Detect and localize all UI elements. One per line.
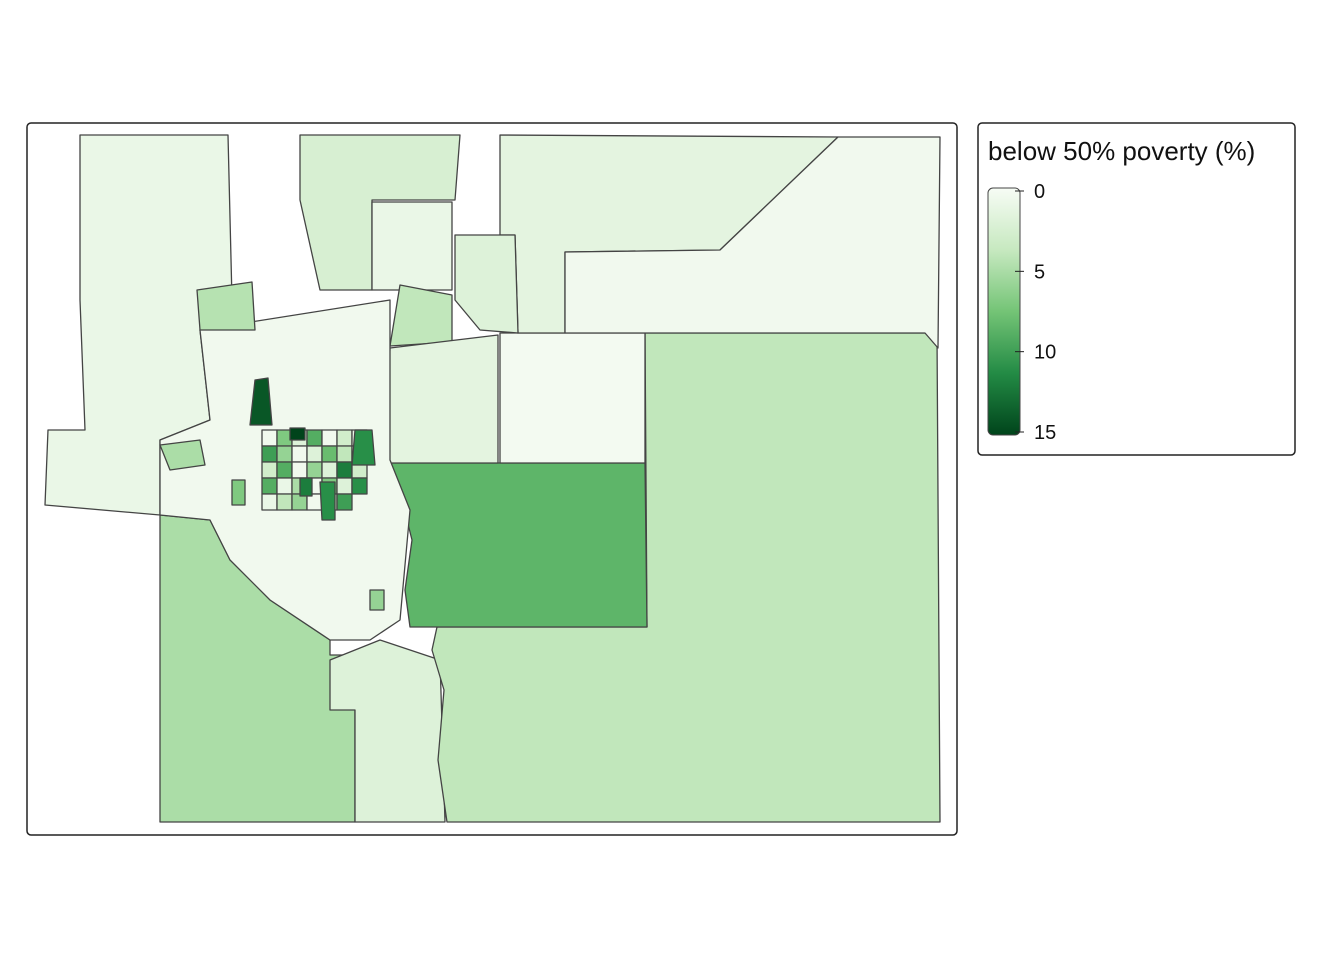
tract — [231, 479, 246, 506]
color-bar — [987, 187, 1021, 436]
tract — [336, 461, 353, 479]
tract — [351, 429, 376, 466]
tract — [261, 477, 278, 495]
tract — [321, 429, 338, 447]
tract — [291, 445, 308, 463]
tract — [306, 445, 323, 463]
tract — [336, 493, 353, 511]
tract — [336, 445, 353, 463]
tract — [276, 445, 293, 463]
tract — [319, 481, 336, 521]
legend-tick-label: 5 — [1034, 261, 1045, 283]
tract — [196, 281, 256, 331]
legend-title: below 50% poverty (%) — [988, 136, 1255, 166]
legend-frame — [977, 122, 1296, 456]
tract — [291, 461, 308, 479]
tract — [384, 334, 499, 464]
tract — [159, 439, 206, 471]
tracts — [44, 134, 941, 823]
tract — [321, 461, 338, 479]
tract — [371, 201, 453, 291]
tract — [389, 284, 453, 347]
tract — [384, 462, 648, 628]
tract — [564, 136, 941, 349]
tract — [336, 477, 353, 495]
tract — [321, 445, 338, 463]
tract — [369, 589, 385, 611]
tract — [289, 427, 306, 441]
tract — [454, 234, 519, 334]
tract — [306, 429, 323, 447]
tract — [329, 639, 446, 823]
tract — [276, 461, 293, 479]
tract — [249, 377, 273, 426]
tract — [306, 461, 323, 479]
legend-tick-label: 15 — [1034, 422, 1056, 444]
tract — [261, 445, 278, 463]
tract — [276, 477, 293, 495]
tract — [276, 493, 293, 511]
tract — [336, 429, 353, 447]
legend-tick-label: 10 — [1034, 342, 1056, 364]
tract — [261, 461, 278, 479]
tract — [499, 332, 646, 464]
legend-ticks: 0 5 10 15 — [1015, 181, 1056, 444]
tract — [261, 493, 278, 511]
tract — [351, 477, 368, 495]
tract — [299, 477, 313, 497]
tract — [261, 429, 278, 447]
legend-tick-label: 0 — [1034, 181, 1045, 203]
